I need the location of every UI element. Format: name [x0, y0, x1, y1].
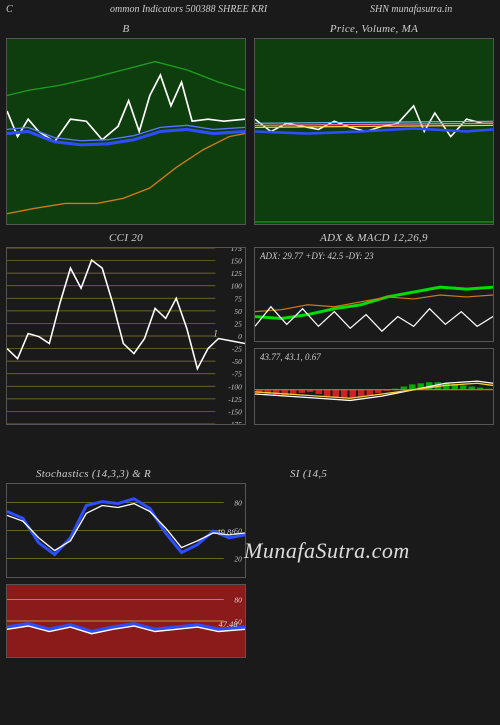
svg-text:-125: -125 [228, 396, 242, 404]
adx-macd-cell: ADX & MACD 12,26,9 ADX: 29.77 +DY: 42.5 … [254, 229, 494, 425]
bollinger-cell: B [6, 20, 246, 225]
stochastics-title: Stochastics (14,3,3) & R [6, 465, 250, 483]
svg-text:100: 100 [231, 283, 242, 291]
header-left: C [6, 4, 13, 15]
bollinger-title: B [6, 20, 246, 38]
macd-chart: 43.77, 43.1, 0.67 [254, 348, 494, 425]
svg-text:20: 20 [234, 556, 242, 564]
cci-title: CCI 20 [6, 229, 246, 247]
svg-text:47.48: 47.48 [219, 619, 239, 629]
svg-text:125: 125 [231, 270, 242, 278]
svg-text:50: 50 [234, 308, 242, 316]
header-right: SHN munafasutra.in [370, 4, 452, 15]
svg-text:-100: -100 [228, 383, 242, 391]
header-center: ommon Indicators 500388 SHREE KRI [110, 4, 267, 15]
bollinger-chart [6, 38, 246, 225]
svg-text:25: 25 [234, 321, 242, 329]
svg-text:80: 80 [234, 500, 242, 508]
rsi-lower-chart: 508047.48 [6, 584, 246, 658]
svg-text:1: 1 [213, 330, 218, 340]
price-ma-chart [254, 38, 494, 225]
stochastics-chart: 20508049.88 [6, 483, 246, 578]
svg-text:-50: -50 [232, 358, 242, 366]
svg-text:-150: -150 [228, 409, 242, 417]
adx-macd-title: ADX & MACD 12,26,9 [254, 229, 494, 247]
cci-cell: CCI 20 -175 -150 -125 -100 -75 -50 -25 0 25 50 75 1… [6, 229, 246, 425]
header-bar: C ommon Indicators 500388 SHREE KRI SHN … [0, 4, 500, 18]
adx-chart: ADX: 29.77 +DY: 42.5 -DY: 23 [254, 247, 494, 342]
svg-text:-75: -75 [232, 371, 242, 379]
price-ma-cell: Price, Volume, MA [254, 20, 494, 225]
svg-text:80: 80 [234, 596, 242, 605]
svg-text:75: 75 [234, 295, 242, 303]
svg-text:175: 175 [231, 248, 242, 253]
stoch-cell: 20508049.88 508047.48 [6, 483, 246, 658]
svg-text:-175: -175 [228, 421, 242, 424]
chart-dashboard: { "header": { "left": "C", "center": "om… [0, 0, 500, 725]
chart-grid: B Price, Volume, MA CCI 20 -175-150-125-… [0, 20, 500, 725]
svg-text:150: 150 [231, 258, 242, 266]
cci-chart: -175 -150 -125 -100 -75 -50 -25 0 25 50 75 100 125 15… [6, 247, 246, 425]
rsi-title: SI (14,5 [250, 465, 494, 483]
price-ma-title: Price, Volume, MA [254, 20, 494, 38]
svg-text:49.88: 49.88 [216, 528, 235, 537]
svg-text:0: 0 [238, 333, 242, 341]
watermark-cell: MunafaSutra.com [254, 483, 494, 658]
watermark: MunafaSutra.com [244, 538, 410, 564]
svg-text:-25: -25 [232, 346, 242, 354]
